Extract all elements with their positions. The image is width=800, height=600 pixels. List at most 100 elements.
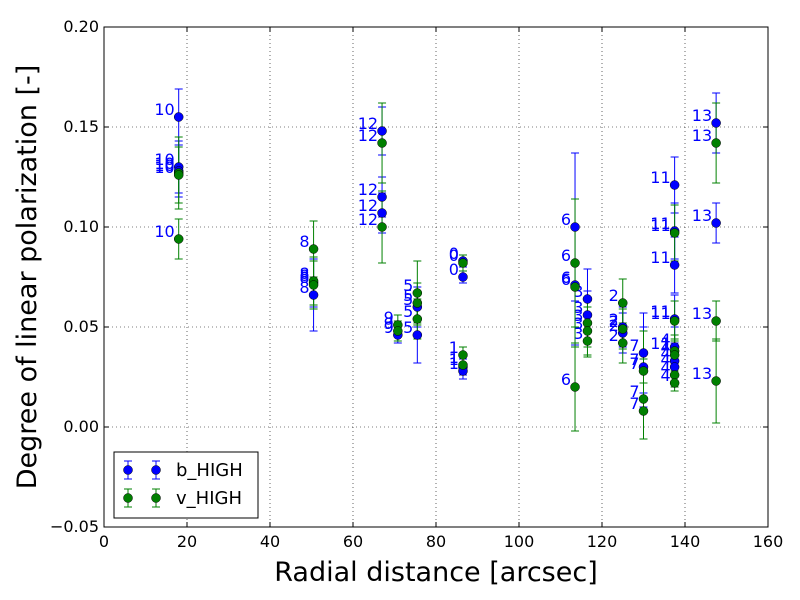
point-v-high [618, 298, 628, 308]
point-label-b-high: 11 [650, 302, 670, 321]
point-label-v-high: 11 [650, 216, 670, 235]
point-b-high [711, 218, 721, 228]
point-label-v-high: 1 [449, 338, 459, 357]
point-label-v-high: 2 [609, 312, 619, 331]
point-label-v-high: 5 [403, 276, 413, 295]
point-label-v-high: 6 [561, 246, 571, 265]
point-label-v-high: 10 [154, 222, 174, 241]
point-v-high [458, 258, 468, 268]
point-v-high [618, 324, 628, 334]
point-label-b-high: 13 [692, 206, 712, 225]
point-label-v-high: 1 [449, 348, 459, 367]
y-tick-label: 0.15 [63, 117, 99, 136]
point-v-high [393, 326, 403, 336]
point-label-v-high: 12 [358, 126, 378, 145]
point-b-high [711, 118, 721, 128]
point-label-v-high: 10 [154, 158, 174, 177]
point-label-b-high: 1 [449, 354, 459, 373]
plot-frame [103, 26, 769, 528]
point-v-high [618, 338, 628, 348]
point-b-high [308, 290, 319, 300]
point-label-v-high: 9 [384, 308, 394, 327]
point-v-high [669, 378, 680, 388]
point-v-high [412, 314, 423, 324]
point-v-high [669, 370, 680, 380]
point-b-high [582, 310, 593, 320]
legend-marker-b-high-2 [151, 465, 161, 475]
point-label-b-high: 8 [299, 266, 309, 285]
point-label-b-high: 6 [561, 268, 571, 287]
legend-marker-v-high-2 [151, 493, 161, 503]
point-label-b-high: 0 [449, 260, 459, 279]
point-label-b-high: 0 [449, 244, 459, 263]
point-b-high [669, 362, 680, 372]
point-label-b-high: 9 [384, 318, 394, 337]
legend-label-b-high: b_HIGH [176, 460, 243, 481]
point-label-v-high: 13 [692, 126, 712, 145]
point-label-v-high: 8 [299, 268, 309, 287]
y-tick-label: 0.10 [63, 217, 99, 236]
point-label-v-high: 11 [650, 334, 670, 353]
point-label-v-high: 7 [629, 394, 639, 413]
x-tick-label: 100 [504, 532, 535, 551]
x-tick-label: 160 [753, 532, 784, 551]
point-label-b-high: 11 [650, 168, 670, 187]
point-label-v-high: 8 [299, 264, 309, 283]
y-tick-label: 0.00 [63, 417, 99, 436]
point-label-v-high: 7 [629, 382, 639, 401]
point-label-v-high: 4 [660, 338, 670, 357]
x-tick-label: 60 [343, 532, 363, 551]
point-label-b-high: 10 [154, 100, 174, 119]
y-tick-label: −0.05 [50, 517, 99, 536]
point-label-b-high: 1 [449, 350, 459, 369]
x-tick-label: 40 [260, 532, 280, 551]
point-label-v-high: 13 [692, 364, 712, 383]
point-label-b-high: 6 [561, 210, 571, 229]
point-v-high [570, 282, 580, 292]
point-b-high [377, 126, 387, 136]
point-label-b-high: 12 [358, 114, 378, 133]
point-v-high [669, 350, 680, 360]
point-v-high [582, 318, 593, 328]
point-label-v-high: 12 [358, 210, 378, 229]
legend-entry-b-high: b_HIGH [123, 460, 243, 481]
point-label-b-high: 11 [650, 214, 670, 233]
point-label-b-high: 11 [650, 248, 670, 267]
point-label-b-high: 8 [299, 278, 309, 297]
point-v-high [570, 382, 580, 392]
point-v-high [638, 366, 649, 376]
grid-layer [104, 27, 768, 527]
legend-label-v-high: v_HIGH [176, 488, 242, 509]
point-label-b-high: 7 [629, 350, 639, 369]
point-label-b-high: 13 [692, 106, 712, 125]
point-v-high [638, 394, 649, 404]
x-tick-label: 0 [99, 532, 109, 551]
point-label-v-high: 11 [650, 304, 670, 323]
point-label-b-high: 10 [154, 150, 174, 169]
point-v-high [377, 222, 387, 232]
legend-marker-b-high [123, 465, 133, 475]
point-label-v-high: 9 [384, 314, 394, 333]
point-label-v-high: 4 [660, 358, 670, 377]
x-tick-label: 140 [670, 532, 701, 551]
point-label-v-high: 2 [609, 326, 619, 345]
point-label-v-high: 3 [573, 314, 583, 333]
point-label-b-high: 7 [629, 336, 639, 355]
y-tick-label: 0.20 [63, 17, 99, 36]
point-label-b-high: 5 [403, 290, 413, 309]
point-b-high [570, 222, 580, 232]
point-label-v-high: 10 [154, 156, 174, 175]
point-b-high [173, 112, 184, 122]
point-label-v-high: 4 [660, 366, 670, 385]
point-label-v-high: 6 [561, 370, 571, 389]
point-label-v-high: 13 [692, 304, 712, 323]
point-label-b-high: 12 [358, 196, 378, 215]
x-tick-label: 80 [426, 532, 446, 551]
point-v-high [582, 326, 593, 336]
point-label-b-high: 2 [609, 310, 619, 329]
point-b-high [582, 294, 593, 304]
point-v-high [582, 336, 593, 346]
y-tick-label: 0.05 [63, 317, 99, 336]
point-label-v-high: 5 [403, 286, 413, 305]
point-v-high [412, 288, 423, 298]
